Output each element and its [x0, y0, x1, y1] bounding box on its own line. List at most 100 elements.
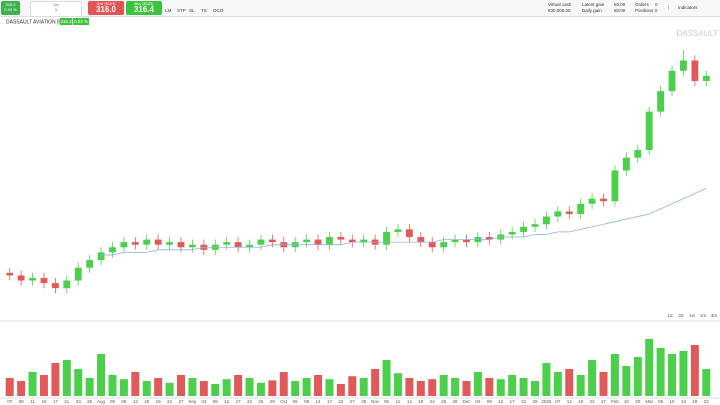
candle-body [86, 260, 94, 268]
period-button[interactable]: 1m [700, 313, 707, 318]
x-tick-label: 2026 [541, 399, 552, 404]
volume-bar [17, 381, 26, 396]
order-button[interactable]: OCO [213, 8, 224, 13]
volume-bar [256, 382, 265, 396]
candle-body [702, 75, 710, 81]
x-tick-label: 12 [133, 399, 139, 404]
watermark: DASSAULT [676, 29, 718, 38]
volume-bar [679, 351, 688, 396]
order-button[interactable]: LM [165, 8, 172, 13]
x-tick-label: 17 [53, 399, 59, 404]
candle-body [508, 231, 516, 235]
volume-bar [142, 381, 151, 396]
qty-value[interactable]: 1 [54, 7, 58, 12]
order-button[interactable]: SL [189, 8, 195, 13]
volume-bar [416, 381, 425, 396]
x-tick-label: 28 [453, 399, 459, 404]
x-tick-label: 15 [144, 399, 150, 404]
indicators-button[interactable]: Indicators [668, 5, 698, 10]
volume-bar [393, 373, 402, 396]
x-tick-label: 14 [407, 399, 413, 404]
candle-body [63, 280, 71, 289]
price: 316.2 [5, 2, 16, 7]
volume-bar [51, 363, 60, 396]
x-tick-label: 26 [441, 399, 447, 404]
volume-bar [633, 357, 642, 396]
volume-bar [462, 381, 471, 396]
candle-body [234, 242, 242, 248]
volume-bar [131, 372, 140, 396]
orders-label: Orders [635, 2, 649, 7]
candle-body [440, 242, 448, 248]
x-tick-label: 04 [475, 399, 481, 404]
x-tick-label: 27 [601, 399, 607, 404]
x-tick-label: 13 [681, 399, 687, 404]
volume-bar [268, 380, 277, 396]
candle-body [303, 239, 311, 243]
candle-body [417, 237, 425, 243]
x-tick-label: 19 [418, 399, 424, 404]
x-tick-label: Aug [97, 399, 106, 404]
x-tick-label: 09 [304, 399, 310, 404]
candle-body [120, 242, 128, 248]
x-tick-label: 25 [258, 399, 264, 404]
x-tick-label: 23 [704, 399, 710, 404]
volume-bar [656, 348, 665, 396]
x-tick-label: 22 [521, 399, 527, 404]
volume-bar [5, 378, 14, 396]
period-button[interactable]: 3m [711, 313, 718, 318]
order-button[interactable]: STP [177, 8, 186, 13]
candle-body [314, 239, 322, 245]
x-tick-label: 15 [41, 399, 47, 404]
volume-bar [553, 372, 562, 396]
volume-bar [222, 379, 231, 396]
volume-bar [177, 375, 185, 396]
x-tick-label: 20 [635, 399, 641, 404]
volume-bar [622, 366, 631, 396]
x-tick-label: 06 [384, 399, 390, 404]
buy-button[interactable]: Buy (EUR) 316.4 [126, 1, 162, 15]
candle-body [109, 247, 116, 253]
volume-bar [85, 378, 94, 396]
volume-bar [668, 354, 677, 396]
x-tick-label: 12 [567, 399, 573, 404]
x-tick-label: 09 [213, 399, 219, 404]
change: 0.93 % [4, 7, 17, 12]
volume-bar [519, 378, 528, 396]
positions-label: Positions [635, 8, 654, 13]
volume-bar [405, 378, 414, 396]
candle-body [600, 198, 607, 202]
x-tick-label: Mar [645, 399, 653, 404]
toolbar: 316.2 0.93 % Qty 1 Sell (EUR) 316.0 Buy … [0, 0, 720, 17]
candle-body [463, 239, 470, 243]
latent-gain: €0.00 [614, 2, 626, 7]
period-button[interactable]: 1w [689, 313, 696, 318]
candle-body [428, 242, 436, 248]
x-tick-label: 10 [624, 399, 630, 404]
volume-bar [473, 372, 482, 396]
x-tick-label: 22 [338, 399, 344, 404]
chart-title: DASSAULT AVIATION [EBGE] [6, 19, 74, 25]
volume-bar [97, 354, 106, 396]
order-button[interactable]: TS [201, 8, 207, 13]
candle-body [383, 231, 390, 245]
x-tick-label: Sep [188, 399, 197, 404]
volume-bar [565, 369, 574, 396]
x-tick-label: 17 [510, 399, 516, 404]
price-badge[interactable]: 316.2 0.93 % [1, 1, 20, 15]
volume-bar [359, 378, 368, 396]
sell-button[interactable]: Sell (EUR) 316.0 [88, 1, 124, 15]
x-tick-label: 30 [361, 399, 367, 404]
x-tick-label: 19 [156, 399, 162, 404]
period-button[interactable]: 1d [667, 313, 673, 318]
x-tick-label: 27 [350, 399, 356, 404]
period-button[interactable]: 2d [678, 313, 684, 318]
x-tick-label: 11 [396, 399, 401, 404]
candle-body [394, 229, 402, 232]
buy-label: Buy (EUR) [134, 1, 154, 6]
candle-body [6, 272, 14, 276]
volume-bar [291, 381, 300, 396]
candle-body [337, 237, 345, 240]
volume-bar [74, 369, 83, 396]
